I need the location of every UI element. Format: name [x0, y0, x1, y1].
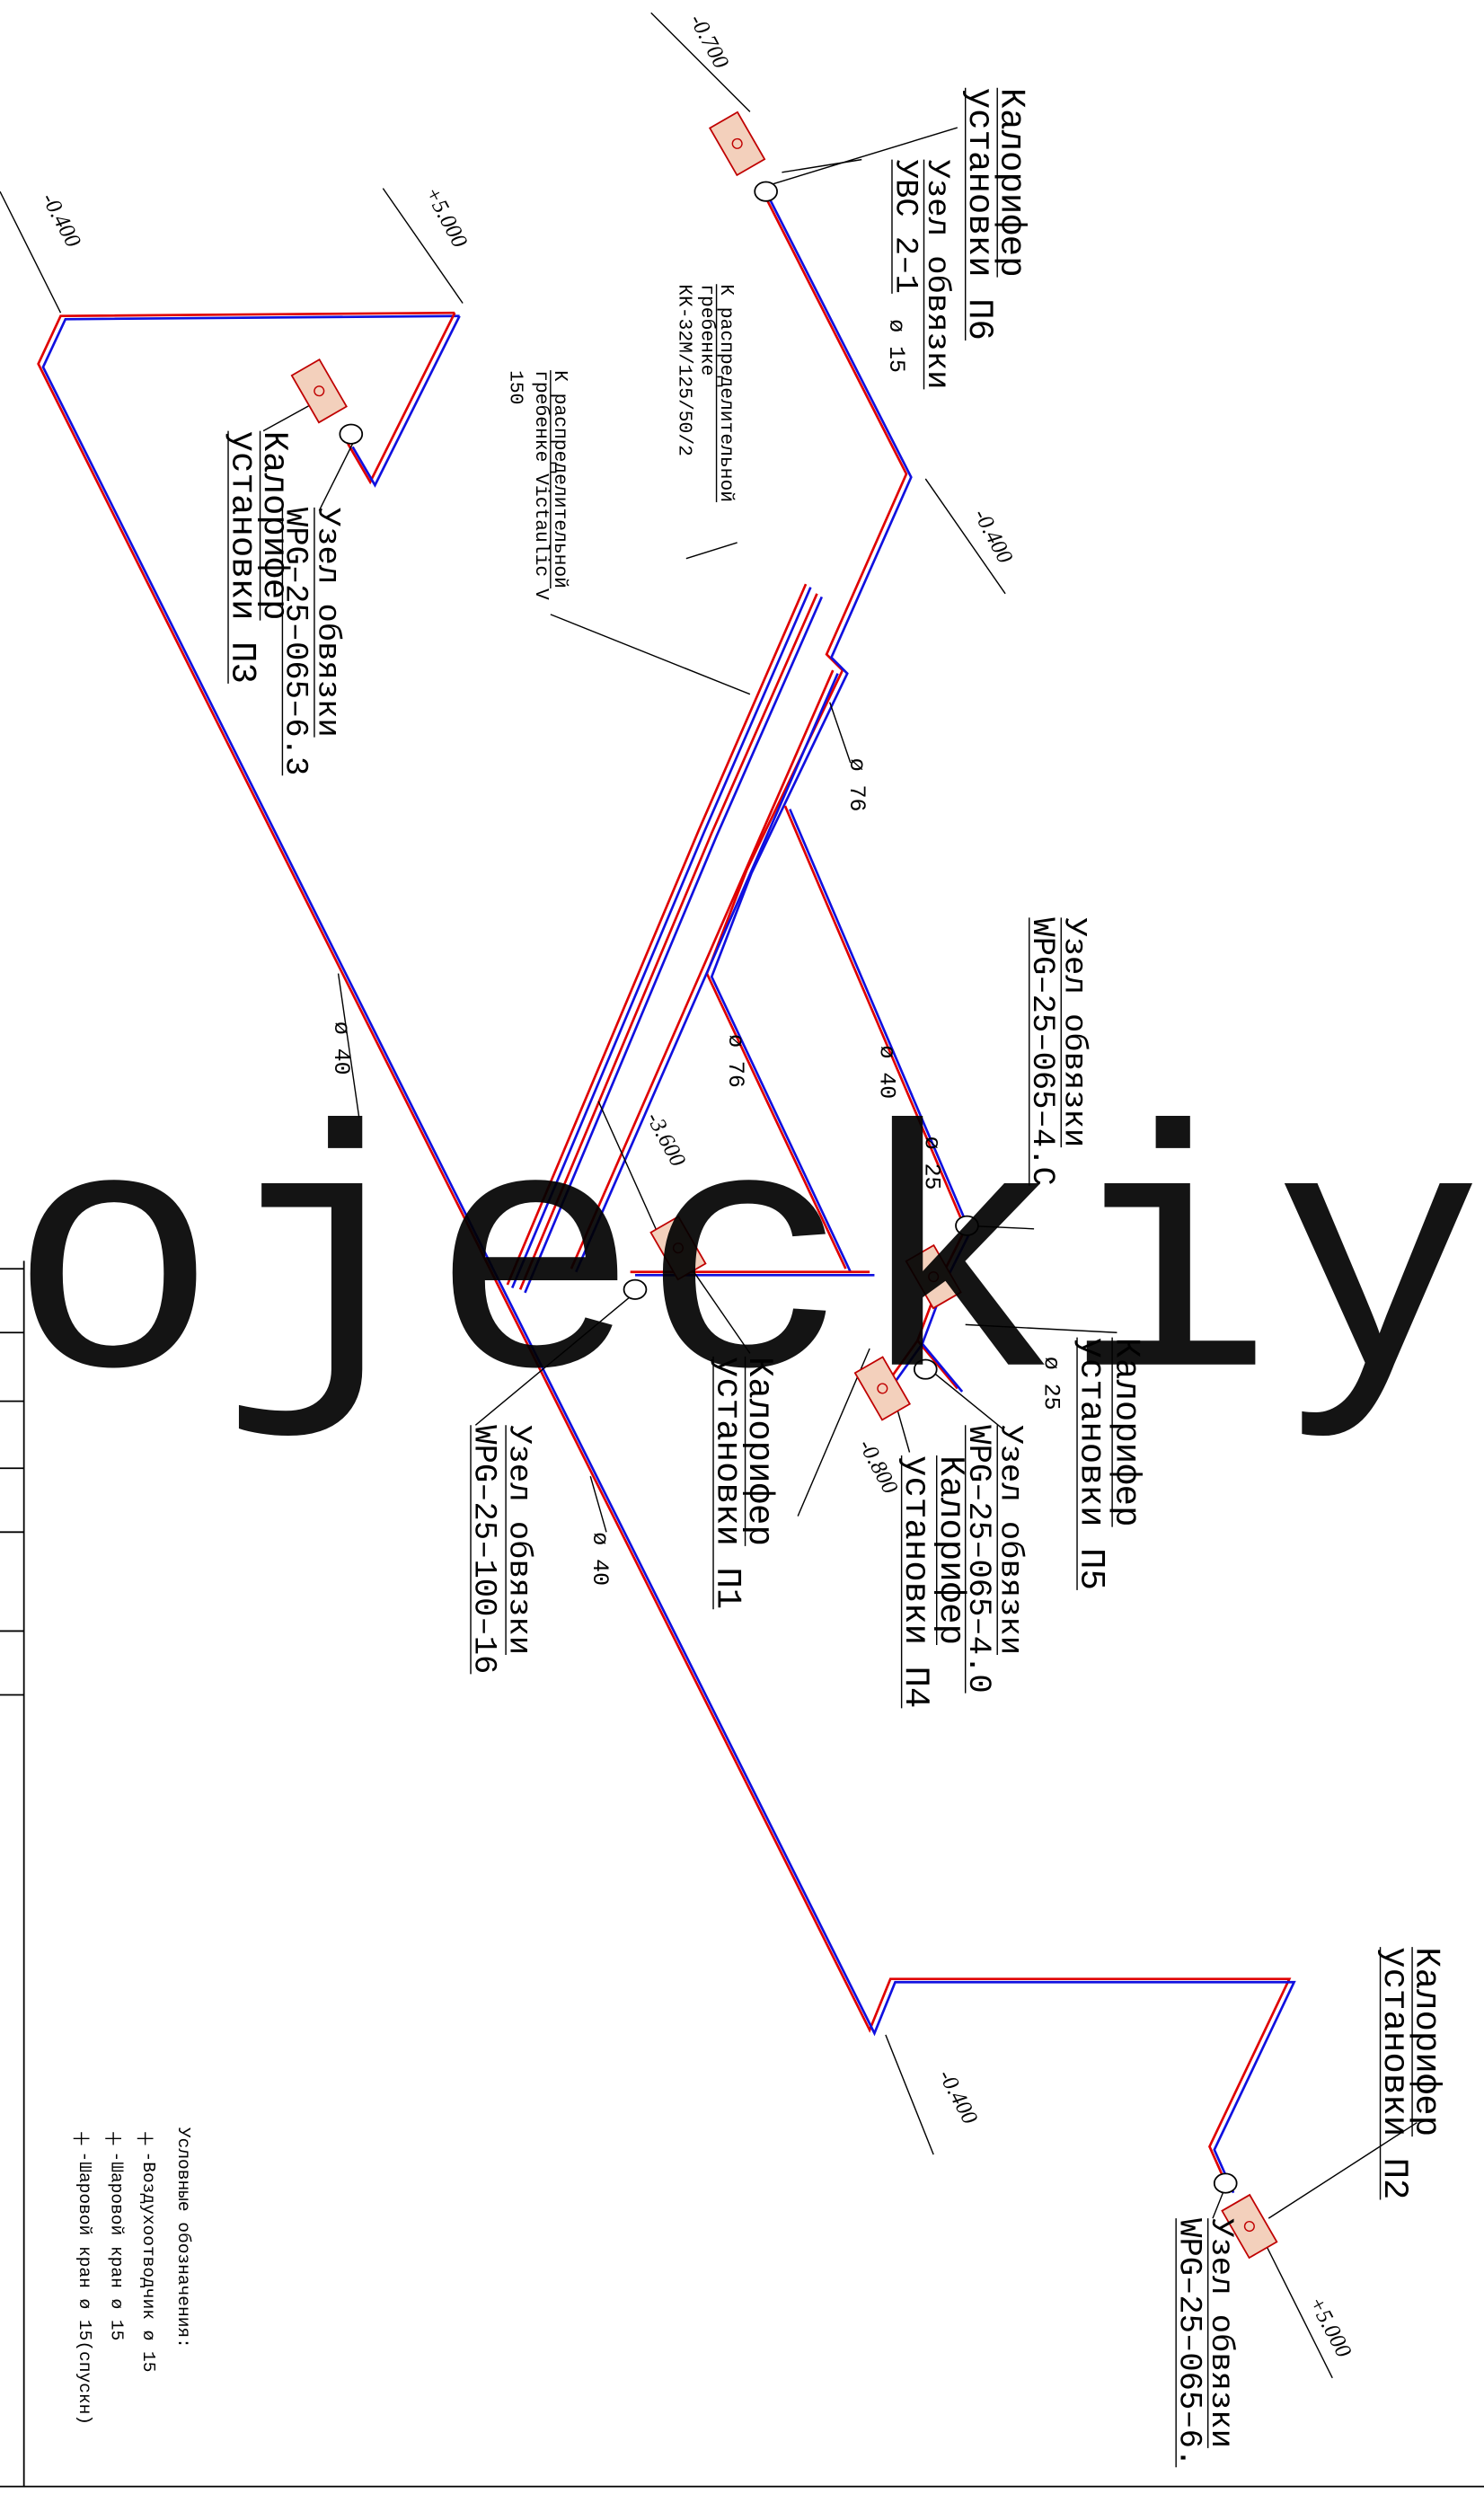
watermark: ojeckiy [8, 1079, 1484, 1468]
label: гребенке [696, 284, 718, 376]
label: 150 [504, 370, 526, 404]
node [1215, 2173, 1237, 2192]
drawing: Калориферустановки П6Узел обвязкиУВС 2–1… [0, 0, 1484, 2512]
label: ø 40 [587, 1532, 612, 1586]
legend-item: -Воздухоотводчик ø 15 [138, 2152, 158, 2373]
legend-title: Условные обозначения: [173, 2127, 193, 2348]
label: ø 40 [328, 1022, 353, 1075]
page: Калориферустановки П6Узел обвязкиУВС 2–1… [0, 0, 1484, 2512]
label: КК-32М/125/50/2 [674, 284, 695, 456]
label: К распределительной [715, 284, 737, 502]
label: ø 15 [883, 319, 908, 373]
legend-item: -Шаровой кран ø 15(спускн) [75, 2152, 94, 2426]
label: ø 76 [844, 758, 869, 812]
node [755, 182, 777, 201]
node [340, 425, 362, 444]
label: К распределительной [549, 370, 570, 588]
legend-item: -Шаровой кран ø 15 [106, 2152, 126, 2341]
label: гребенке Victaulic V [530, 370, 552, 600]
